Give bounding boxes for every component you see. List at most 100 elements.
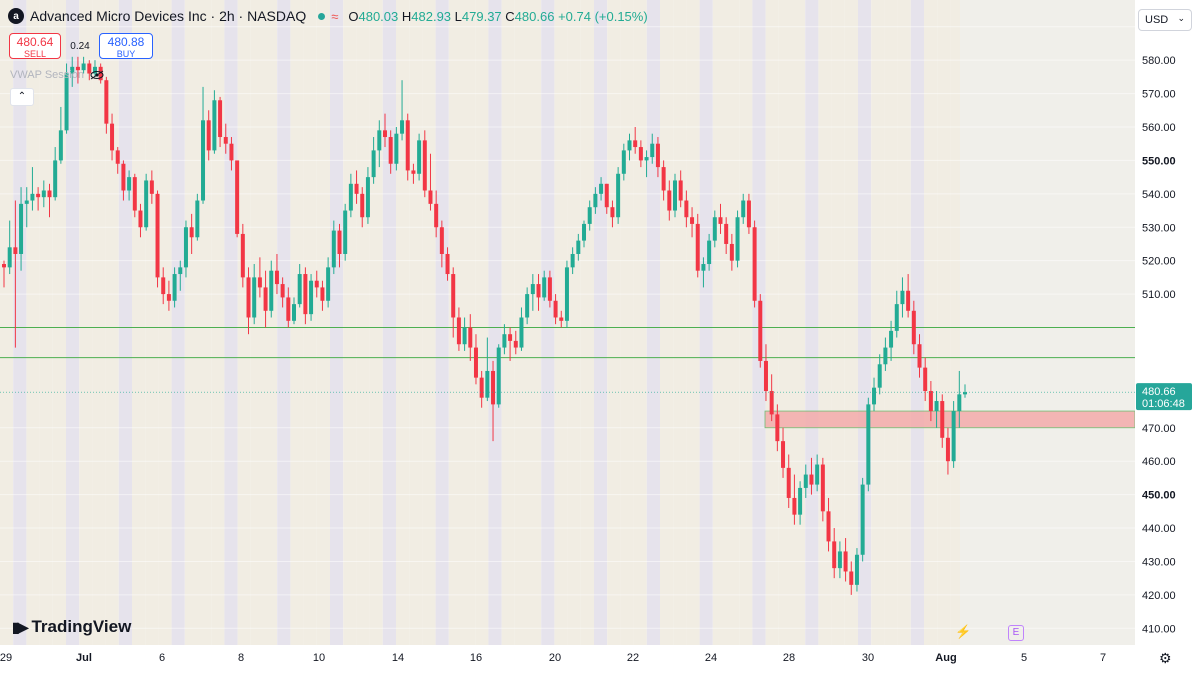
y-tick-label: 520.00: [1142, 256, 1176, 268]
x-tick-label: Aug: [935, 652, 956, 664]
session-band: [145, 0, 159, 645]
candle-body: [792, 497, 797, 515]
candle-body: [616, 173, 621, 218]
axis-background: [1135, 0, 1200, 676]
session-band: [356, 0, 370, 645]
amd-logo: a: [8, 8, 24, 24]
session-band: [303, 0, 317, 645]
candle-body: [144, 180, 149, 228]
candle-body: [553, 300, 558, 318]
candle-body: [468, 327, 473, 348]
candle-body: [58, 130, 63, 161]
session-band: [237, 0, 251, 645]
session-band: [409, 0, 423, 645]
candle-body: [752, 227, 757, 301]
candle-body: [127, 177, 132, 191]
session-band: [462, 0, 476, 645]
candle-body: [849, 571, 854, 585]
candle-body: [610, 207, 615, 218]
session-band: [290, 0, 304, 645]
sell-button[interactable]: 480.64 SELL: [9, 33, 61, 59]
candle-body: [900, 290, 905, 305]
candle-body: [934, 401, 939, 412]
candle-body: [360, 193, 365, 218]
candle-body: [19, 203, 24, 254]
candle-body: [729, 243, 734, 261]
indicator-label: VWAP Session: [10, 69, 84, 81]
candle-body: [70, 66, 75, 74]
lightning-icon[interactable]: ⚡: [955, 624, 972, 639]
session-band: [435, 0, 449, 645]
candle-body: [53, 160, 58, 198]
session-band: [792, 0, 806, 645]
candle-body: [963, 392, 967, 395]
session-band: [673, 0, 687, 645]
x-tick-label: 28: [783, 652, 795, 664]
candle-body: [445, 253, 450, 275]
candle-body: [394, 133, 399, 164]
candle-body: [201, 120, 206, 201]
x-tick-label: 5: [1021, 652, 1027, 664]
candle-body: [473, 347, 478, 378]
session-band: [369, 0, 383, 645]
buy-button[interactable]: 480.88 BUY: [99, 33, 153, 59]
candle-body: [155, 193, 160, 278]
currency-select[interactable]: USD ⌄: [1138, 9, 1192, 31]
candle-body: [47, 190, 52, 198]
candle-body: [815, 464, 820, 485]
session-band: [567, 0, 581, 645]
candle-body: [604, 183, 609, 208]
candle-body: [331, 230, 336, 268]
candle-body: [735, 217, 740, 261]
x-tick-label: 14: [392, 652, 404, 664]
candle-body: [536, 284, 541, 298]
candle-body: [587, 207, 592, 224]
candle-body: [502, 334, 507, 348]
indicator-legend[interactable]: VWAP Session: [10, 69, 104, 81]
session-band: [831, 0, 845, 645]
candle-body: [98, 66, 103, 81]
candle-body: [263, 287, 268, 311]
candle-body: [149, 180, 154, 194]
y-tick-label: 440.00: [1142, 523, 1176, 535]
x-tick-label: 30: [862, 652, 874, 664]
earnings-icon[interactable]: E: [1008, 625, 1024, 641]
candle-body: [576, 240, 581, 254]
candle-body: [303, 274, 308, 315]
x-tick-label: Jul: [76, 652, 92, 664]
session-band: [739, 0, 753, 645]
collapse-chevron-up-icon[interactable]: ⌃: [10, 88, 34, 106]
candle-body: [411, 170, 416, 174]
candle-body: [593, 193, 598, 208]
session-band: [66, 0, 80, 645]
candle-body: [707, 240, 712, 265]
candle-body: [491, 370, 496, 405]
candles: [0, 56, 1135, 595]
eye-hidden-icon[interactable]: [90, 70, 104, 80]
grid: [0, 26, 1135, 629]
session-band: [580, 0, 594, 645]
spread-value: 0.24: [70, 40, 90, 52]
symbol-title[interactable]: Advanced Micro Devices Inc · 2h · NASDAQ: [30, 8, 307, 24]
gear-icon[interactable]: ⚙: [1159, 650, 1172, 666]
candle-body: [781, 441, 786, 468]
x-tick-label: 7: [1100, 652, 1106, 664]
candle-body: [195, 200, 200, 238]
y-tick-label: 560.00: [1142, 122, 1176, 134]
candle-body: [269, 270, 274, 311]
candle-body: [41, 190, 46, 198]
candle-body: [75, 66, 80, 71]
candle-body: [894, 304, 899, 331]
session-band: [488, 0, 502, 645]
candle-body: [417, 140, 422, 174]
axis-background: [0, 645, 1135, 676]
candle-body: [672, 180, 677, 211]
candle-body: [434, 203, 439, 228]
candle-body: [496, 347, 501, 405]
candle-body: [547, 277, 552, 301]
x-tick-label: 16: [470, 652, 482, 664]
candle-body: [24, 200, 29, 204]
session-band: [0, 0, 14, 645]
candle-body: [343, 210, 348, 254]
